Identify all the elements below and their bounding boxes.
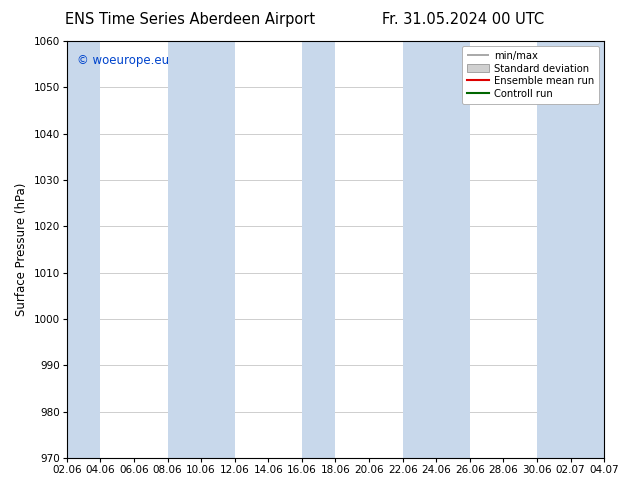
Text: ENS Time Series Aberdeen Airport: ENS Time Series Aberdeen Airport [65, 12, 315, 27]
Legend: min/max, Standard deviation, Ensemble mean run, Controll run: min/max, Standard deviation, Ensemble me… [462, 46, 599, 103]
Y-axis label: Surface Pressure (hPa): Surface Pressure (hPa) [15, 183, 28, 316]
Text: Fr. 31.05.2024 00 UTC: Fr. 31.05.2024 00 UTC [382, 12, 544, 27]
Bar [537, 41, 604, 458]
Bar [403, 41, 470, 458]
Text: © woeurope.eu: © woeurope.eu [77, 53, 170, 67]
Bar [302, 41, 335, 458]
Bar [167, 41, 235, 458]
Bar [67, 41, 100, 458]
